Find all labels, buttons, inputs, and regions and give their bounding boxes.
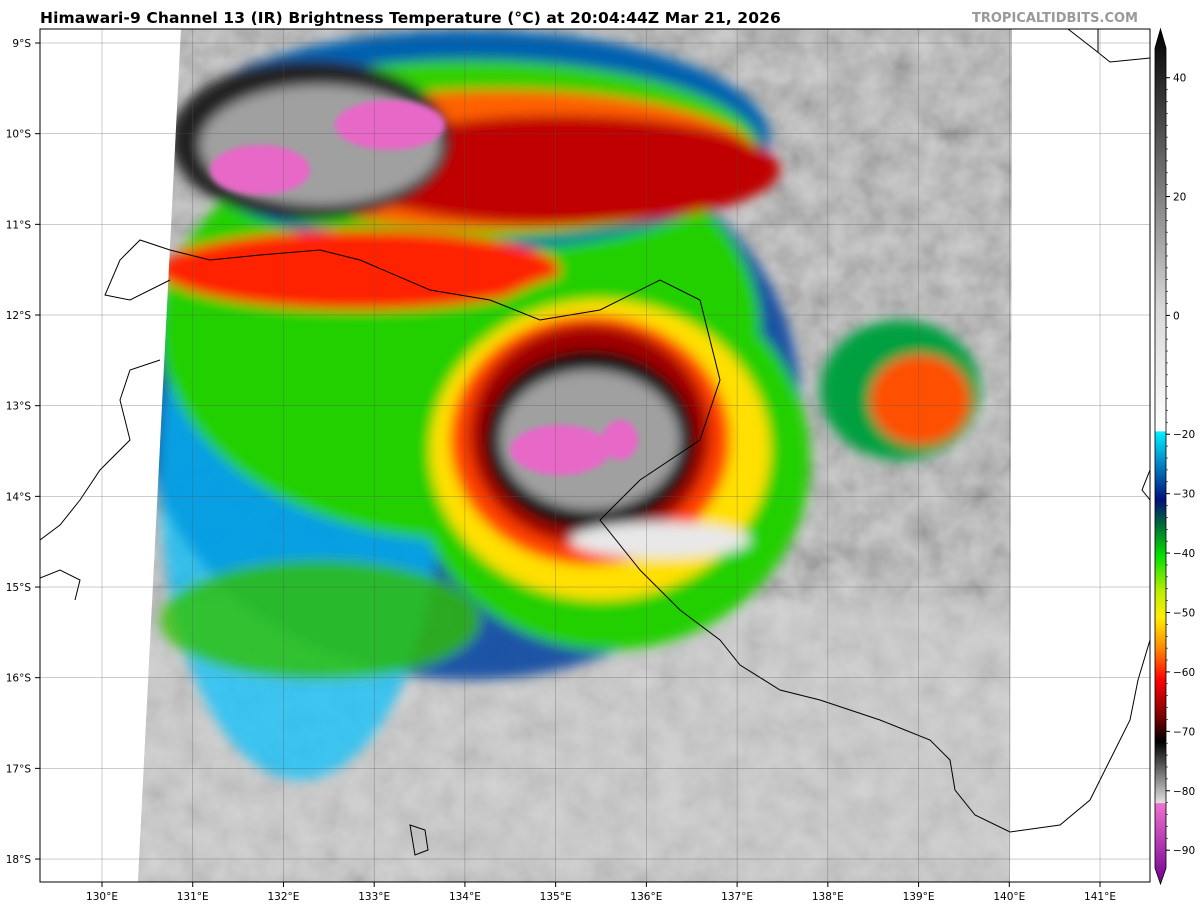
colorbar-tick-label: 0	[1173, 310, 1180, 322]
colorbar-tick-label: 40	[1173, 73, 1186, 85]
colorbar-tick-label: 20	[1173, 192, 1186, 204]
colorbar-tick-label: −40	[1173, 548, 1195, 560]
coastlines	[40, 29, 1150, 856]
lat-label: 15°S	[6, 582, 32, 594]
colorbar-bar	[1154, 27, 1167, 886]
lon-label: 139°E	[903, 891, 935, 903]
lon-label: 130°E	[86, 891, 118, 903]
plot-area	[40, 29, 1150, 882]
colorbar-tick-label: −70	[1173, 726, 1195, 738]
lon-label: 135°E	[540, 891, 572, 903]
lat-label: 18°S	[6, 854, 32, 866]
lon-label: 134°E	[449, 891, 481, 903]
lon-label: 136°E	[630, 891, 662, 903]
colorbar-tick-label: −20	[1173, 429, 1195, 441]
colorbar-tick-label: −30	[1173, 489, 1195, 501]
lon-label: 138°E	[812, 891, 844, 903]
lon-label: 132°E	[267, 891, 299, 903]
lon-label: 140°E	[993, 891, 1025, 903]
lon-label: 131°E	[177, 891, 209, 903]
gridlines	[40, 29, 1150, 882]
plot-frame	[39, 28, 1151, 883]
lat-label: 14°S	[6, 491, 32, 503]
satellite-swath	[138, 29, 1012, 882]
colorbar-tick-label: −90	[1173, 845, 1195, 857]
colorbar: 40 20 0 −20 −30 −40 −50 −60 −70 −80 −90	[1154, 27, 1195, 886]
lon-label: 133°E	[358, 891, 390, 903]
lat-label: 11°S	[6, 219, 32, 231]
watermark: TROPICALTIDBITS.COM	[972, 11, 1138, 26]
colorbar-tick-label: −80	[1173, 786, 1195, 798]
lat-label: 16°S	[6, 673, 32, 685]
colorbar-tick-label: −60	[1173, 667, 1195, 679]
lat-label: 12°S	[6, 310, 32, 322]
map-title: Himawari-9 Channel 13 (IR) Brightness Te…	[40, 9, 781, 27]
axes: 130°E 131°E 132°E 133°E 134°E 135°E 136°E 137°E…	[6, 38, 1116, 903]
lat-label: 13°S	[6, 401, 32, 413]
lat-label: 10°S	[6, 129, 32, 141]
lat-label: 9°S	[12, 38, 31, 50]
lon-label: 137°E	[721, 891, 753, 903]
lat-label: 17°S	[6, 763, 32, 775]
colorbar-tick-label: −50	[1173, 607, 1195, 619]
lon-label: 141°E	[1084, 891, 1116, 903]
